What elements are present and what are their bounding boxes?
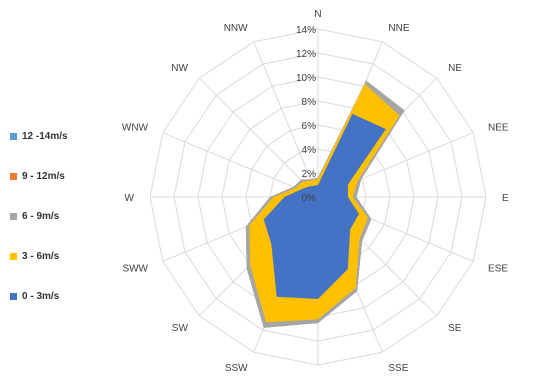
- direction-label: N: [314, 9, 321, 20]
- legend-item: 9 - 12m/s: [10, 156, 120, 196]
- series-area-4: [263, 113, 386, 300]
- direction-label: E: [502, 193, 509, 204]
- legend-swatch: [10, 132, 17, 140]
- grid-spoke: [198, 77, 319, 198]
- legend: 12 -14m/s 9 - 12m/s 6 - 9m/s 3 - 6m/s 0 - 3m…: [10, 116, 120, 316]
- direction-label: NEE: [488, 123, 509, 134]
- radial-tick-label: 12%: [296, 49, 316, 60]
- legend-item: 12 -14m/s: [10, 116, 120, 156]
- radial-tick-label: 4%: [302, 145, 317, 156]
- legend-label: 9 - 12m/s: [22, 170, 65, 182]
- legend-swatch: [10, 212, 17, 220]
- legend-swatch: [10, 252, 17, 260]
- direction-label: SWW: [122, 263, 148, 274]
- legend-item: 6 - 9m/s: [10, 196, 120, 236]
- direction-label: NW: [171, 63, 188, 74]
- radial-tick-label: 2%: [302, 169, 317, 180]
- radial-tick-label: 10%: [296, 73, 316, 84]
- grid-spoke: [253, 41, 319, 198]
- direction-label: ESE: [488, 263, 508, 274]
- legend-label: 3 - 6m/s: [22, 250, 60, 262]
- legend-label: 12 -14m/s: [22, 130, 68, 142]
- legend-item: 0 - 3m/s: [10, 276, 120, 316]
- direction-label: NE: [448, 63, 462, 74]
- direction-label: W: [125, 193, 135, 204]
- direction-label: SSE: [388, 363, 408, 374]
- radial-tick-label: 0%: [302, 193, 317, 204]
- legend-label: 0 - 3m/s: [22, 290, 60, 302]
- legend-label: 6 - 9m/s: [22, 210, 60, 222]
- direction-label: NNW: [224, 23, 248, 34]
- direction-label: WNW: [122, 123, 149, 134]
- legend-swatch: [10, 292, 17, 300]
- legend-swatch: [10, 172, 17, 180]
- direction-label: SE: [448, 323, 462, 334]
- grid-spoke: [162, 132, 319, 198]
- radial-tick-label: 8%: [302, 97, 317, 108]
- radial-tick-label: 14%: [296, 25, 316, 36]
- direction-label: SSW: [225, 363, 248, 374]
- legend-item: 3 - 6m/s: [10, 236, 120, 276]
- direction-label: SW: [172, 323, 189, 334]
- direction-label: NNE: [388, 23, 409, 34]
- radial-tick-label: 6%: [302, 121, 317, 132]
